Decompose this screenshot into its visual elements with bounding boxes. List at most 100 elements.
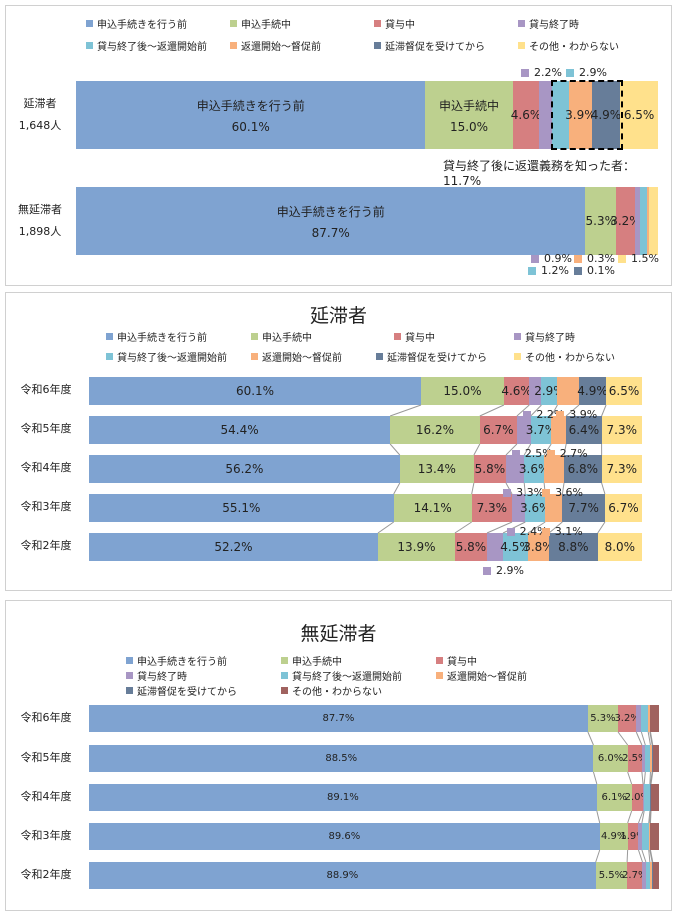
legend-item: 申込手続中 xyxy=(251,329,312,344)
legend-swatch xyxy=(251,333,258,340)
category-label: 令和6年度 xyxy=(6,708,86,727)
connector-line xyxy=(650,772,652,784)
legend-item: 貸与中 xyxy=(374,16,415,31)
data-label: 6.0% xyxy=(598,753,623,764)
category-label-text: 令和2年度 xyxy=(6,865,86,884)
legend-label: その他・わからない xyxy=(525,349,615,364)
connector-line xyxy=(628,772,632,784)
connector-line xyxy=(628,811,632,823)
data-label: 6.5% xyxy=(609,384,640,398)
label-swatch xyxy=(566,69,574,77)
connector-line xyxy=(642,811,644,823)
bar-segment: 15.0% xyxy=(421,377,504,405)
data-label: 6.7% xyxy=(608,501,639,515)
connector-line xyxy=(649,850,650,862)
legend-item: 返還開始～督促前 xyxy=(436,668,527,683)
connector-line xyxy=(598,522,605,533)
category-label: 令和4年度 xyxy=(6,787,86,806)
segment-category-label: 申込手続きを行う前 xyxy=(277,203,385,220)
legend-swatch xyxy=(126,672,133,679)
category-label: 令和2年度 xyxy=(6,536,86,555)
bar-segment: 89.6% xyxy=(89,823,600,850)
bar-segment: 2.0% xyxy=(632,784,643,811)
label-swatch xyxy=(547,450,555,458)
legend-label: 申込手続きを行う前 xyxy=(97,16,187,31)
legend-label: 貸与中 xyxy=(405,329,435,344)
outside-data-label: 3.3% xyxy=(503,486,544,499)
legend-label: 貸与終了時 xyxy=(137,668,187,683)
chart-title: 無延滞者 xyxy=(6,619,671,646)
legend-item: 申込手続中 xyxy=(230,16,291,31)
legend-swatch xyxy=(518,20,525,27)
connector-line xyxy=(651,772,653,784)
connector-line xyxy=(644,772,645,784)
data-label: 8.8% xyxy=(558,540,589,554)
data-label: 87.7% xyxy=(312,226,350,240)
connector-line xyxy=(593,772,596,784)
legend-swatch xyxy=(374,42,381,49)
data-label: 0.1% xyxy=(587,264,615,277)
bar-segment: 5.8% xyxy=(455,533,487,561)
bar-segment: 申込手続きを行う前 87.7% xyxy=(76,187,585,255)
data-label: 5.5% xyxy=(599,870,624,881)
bar-segment: 89.1% xyxy=(89,784,597,811)
legend-item: 申込手続きを行う前 xyxy=(106,329,207,344)
bar-segment: 4.9% xyxy=(579,377,606,405)
connector-line xyxy=(650,772,651,784)
outside-data-label: 3.1% xyxy=(542,525,583,538)
outside-data-label: 2.7% xyxy=(547,447,588,460)
data-label: 16.2% xyxy=(416,423,454,437)
category-label: 令和2年度 xyxy=(6,865,86,884)
outside-data-label: 0.1% xyxy=(574,264,615,277)
connector-line xyxy=(390,405,421,416)
legend-label: 返還開始～督促前 xyxy=(241,38,321,53)
bar-segment: 4.6% xyxy=(504,377,529,405)
chart-title: 延滞者 xyxy=(6,301,671,328)
bar-segment xyxy=(642,823,649,850)
legend-label: 申込手続きを行う前 xyxy=(117,329,207,344)
bar-segment: 1.9% xyxy=(628,823,639,850)
legend-swatch xyxy=(230,20,237,27)
category-label-text: 延滞者 xyxy=(6,93,74,115)
bar-segment: 4.6% xyxy=(513,81,540,149)
label-swatch xyxy=(618,255,626,263)
segment-category-label: 申込手続きを行う前 xyxy=(197,97,305,114)
data-label: 6.4% xyxy=(569,423,600,437)
bar-segment: 7.3% xyxy=(602,416,642,444)
data-label: 60.1% xyxy=(236,384,274,398)
category-label: 令和5年度 xyxy=(6,748,86,767)
category-label-text: 令和5年度 xyxy=(6,748,86,767)
bar-segment: 2.5% xyxy=(628,745,642,772)
bar-segment: 6.7% xyxy=(605,494,642,522)
category-label-text: 令和3年度 xyxy=(6,826,86,845)
bar-segment: 8.0% xyxy=(598,533,642,561)
data-label: 88.9% xyxy=(326,870,358,881)
bar-segment: 2.7% xyxy=(627,862,642,889)
data-label: 89.1% xyxy=(327,792,359,803)
bar-segment: 13.4% xyxy=(400,455,474,483)
legend-label: 申込手続きを行う前 xyxy=(137,653,227,668)
data-label: 3.9% xyxy=(569,408,597,421)
connector-line xyxy=(642,850,646,862)
legend-swatch xyxy=(86,20,93,27)
connector-line xyxy=(588,732,594,745)
legend-swatch xyxy=(126,687,133,694)
label-swatch xyxy=(556,411,564,419)
connector-line xyxy=(641,732,645,745)
data-label: 2.9% xyxy=(579,66,607,79)
data-label: 6.8% xyxy=(568,462,599,476)
category-label-text: 令和4年度 xyxy=(6,787,86,806)
connector-line xyxy=(627,850,628,862)
connector-line xyxy=(650,850,652,862)
legend-swatch xyxy=(106,333,113,340)
annotation: 貸与終了後に返還義務を知った者：11.7% xyxy=(443,157,671,188)
data-label: 15.0% xyxy=(450,120,488,134)
legend-label: 貸与終了後～返還開始前 xyxy=(117,349,227,364)
data-label: 87.7% xyxy=(323,713,355,724)
bar-segment xyxy=(557,377,579,405)
category-label: 令和4年度 xyxy=(6,458,86,477)
legend-swatch xyxy=(281,672,288,679)
bar-segment: 52.2% xyxy=(89,533,378,561)
